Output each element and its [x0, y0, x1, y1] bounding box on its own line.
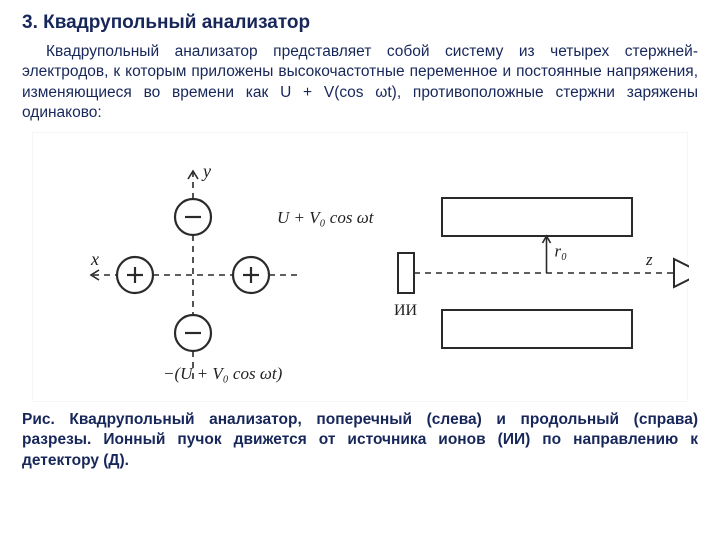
svg-text:z: z — [645, 250, 653, 269]
figure-caption: Рис. Квадрупольный анализатор, поперечны… — [22, 410, 698, 471]
svg-text:x: x — [90, 249, 99, 269]
svg-text:r₀: r₀ — [555, 241, 568, 260]
svg-text:ИИ: ИИ — [394, 302, 418, 319]
svg-text:U + V₀ cos ωt: U + V₀ cos ωt — [277, 208, 375, 227]
svg-text:y: y — [201, 161, 211, 181]
svg-text:−(U + V₀ cos ωt): −(U + V₀ cos ωt) — [163, 364, 283, 383]
section-paragraph: Квадрупольный анализатор представляет со… — [22, 42, 698, 124]
quadrupole-diagram: xyU + V₀ cos ωt−(U + V₀ cos ωt)ИИДzr₀ — [33, 133, 689, 403]
diagram-container: xyU + V₀ cos ωt−(U + V₀ cos ωt)ИИДzr₀ — [32, 132, 688, 402]
section-title: 3. Квадрупольный анализатор — [22, 12, 698, 34]
